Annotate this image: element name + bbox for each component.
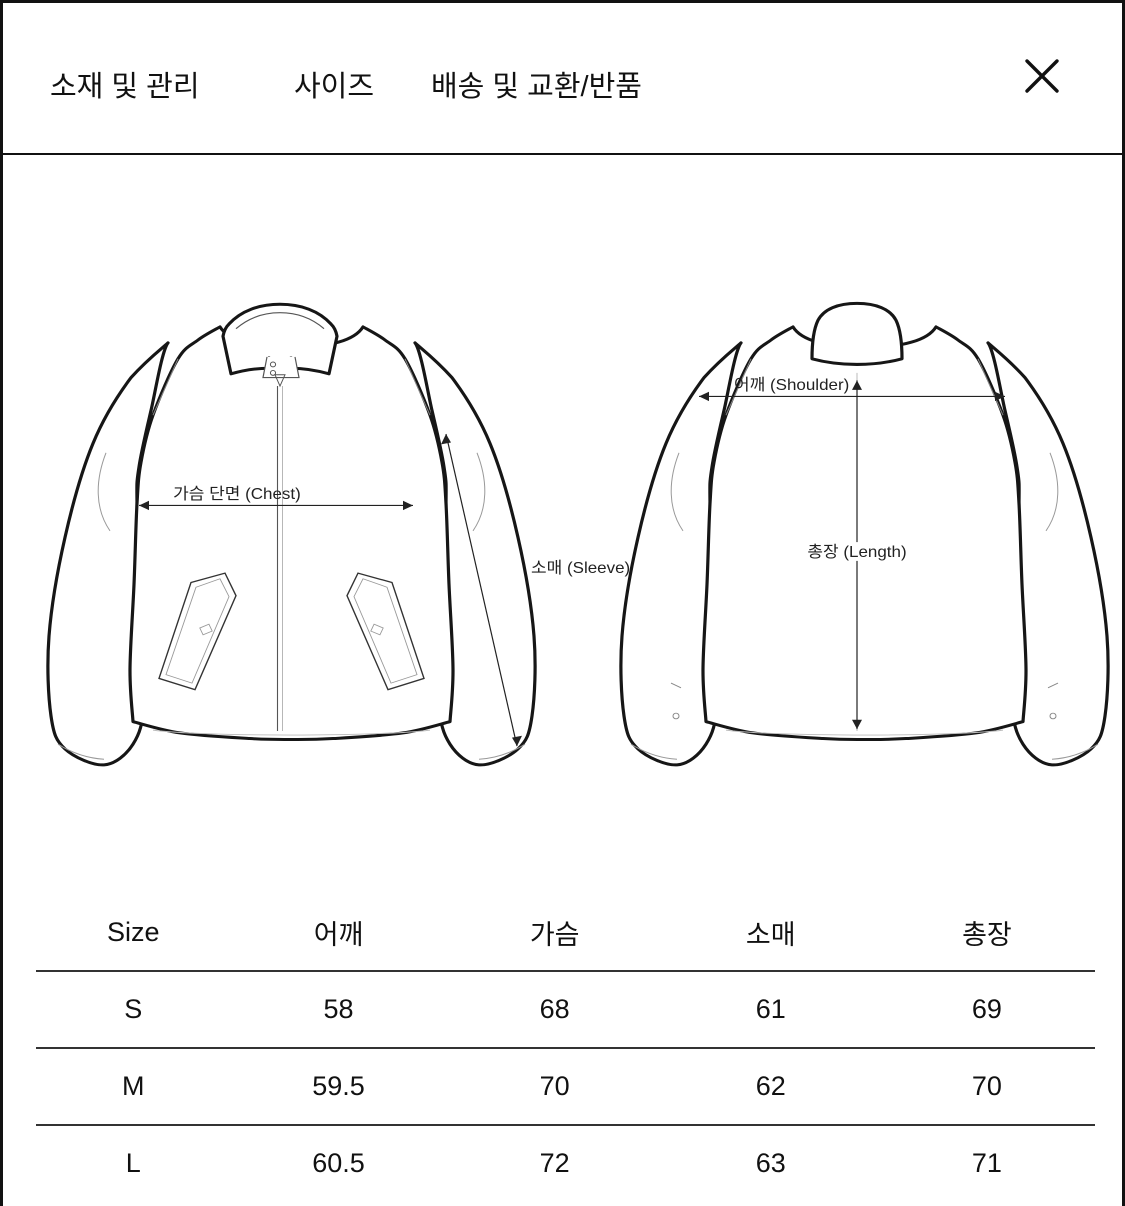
svg-text:어깨 (Shoulder): 어깨 (Shoulder) [734,375,849,393]
svg-text:총장 (Length): 총장 (Length) [807,543,906,561]
